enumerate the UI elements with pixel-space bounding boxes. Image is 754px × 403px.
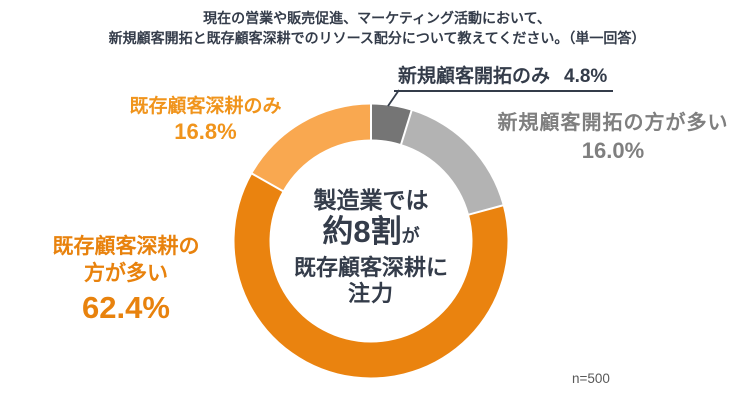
segment-separator [250, 172, 285, 193]
callout-existing-customer-more-label2: 方が多い [84, 262, 168, 285]
leader-line-new-only [387, 89, 400, 107]
center-message-line4: 注力 [347, 281, 394, 306]
donut-segment-1 [401, 110, 503, 215]
chart-title-line2: 新規顧客開拓と既存顧客深耕でのリソース配分について教えてください。（単一回答） [108, 30, 646, 46]
chart-title-line1: 現在の営業や販売促進、マーケティング活動において、 [203, 10, 551, 26]
chart-title: 現在の営業や販売促進、マーケティング活動において、 新規顧客開拓と既存顧客深耕で… [0, 8, 754, 48]
callout-existing-customer-more: 既存顧客深耕の 方が多い 62.4% [20, 233, 232, 326]
callout-new-customer-more: 新規顧客開拓の方が多い 16.0% [478, 111, 748, 164]
callout-existing-customer-only-label: 既存顧客深耕のみ [129, 96, 282, 117]
center-message-emphasis-suffix: が [401, 226, 420, 246]
center-message-line1: 製造業では [313, 187, 429, 213]
callout-new-customer-only-value: 4.8% [564, 66, 608, 87]
callout-existing-customer-more-label1: 既存顧客深耕の [52, 235, 200, 258]
center-message-line3: 既存顧客深耕に [293, 255, 448, 280]
donut-segment-3 [252, 104, 371, 191]
callout-existing-customer-only-value: 16.8% [174, 119, 237, 144]
sample-size-note: n=500 [572, 371, 610, 386]
segment-separator [399, 109, 413, 146]
donut-center-message: 製造業では 約8割が 既存顧客深耕に 注力 [262, 186, 480, 307]
callout-existing-customer-more-value: 62.4% [82, 290, 170, 325]
donut-segment-0 [371, 104, 412, 145]
segment-separator [467, 204, 505, 216]
center-message-line2: 約8割が [262, 215, 480, 253]
center-message-emphasis: 約8割 [322, 214, 402, 249]
donut-segment-2 [234, 173, 508, 378]
callout-new-customer-more-label: 新規顧客開拓の方が多い [497, 112, 729, 134]
callout-new-customer-only-label: 新規顧客開拓のみ [398, 66, 551, 87]
callout-new-customer-more-value: 16.0% [581, 138, 645, 163]
callout-new-customer-only: 新規顧客開拓のみ 4.8% [394, 66, 614, 92]
callout-existing-customer-only: 既存顧客深耕のみ 16.8% [103, 95, 308, 145]
